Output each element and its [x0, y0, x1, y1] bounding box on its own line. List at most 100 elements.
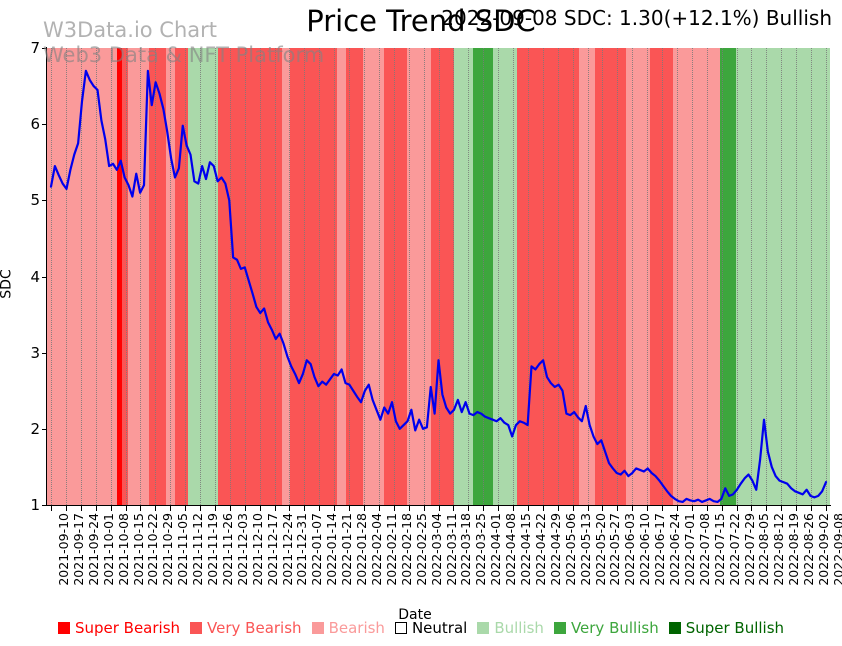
- legend-item[interactable]: Bearish: [311, 619, 385, 637]
- x-tick-mark: [572, 506, 574, 511]
- x-tick-mark: [542, 506, 544, 511]
- x-tick-label: 2022-05-20: [592, 513, 608, 586]
- x-tick-label: 2022-07-01: [681, 513, 697, 586]
- x-tick-mark: [259, 506, 261, 511]
- gridline: [513, 48, 515, 505]
- sentiment-band: [289, 48, 337, 505]
- x-tick-mark: [408, 506, 410, 511]
- x-tick-label: 2022-03-11: [443, 513, 459, 586]
- sentiment-band: [217, 48, 282, 505]
- x-tick-label: 2021-10-15: [130, 513, 146, 586]
- x-tick-label: 2022-01-07: [309, 513, 325, 586]
- gridline: [80, 48, 82, 505]
- gridline: [781, 48, 783, 505]
- x-tick-mark: [796, 506, 798, 511]
- x-tick-label: 2021-11-26: [219, 513, 235, 586]
- gridline: [557, 48, 559, 505]
- y-tick-label: 5: [30, 191, 40, 210]
- x-tick-label: 2022-01-14: [324, 513, 340, 586]
- x-tick-mark: [334, 506, 336, 511]
- y-tick-label: 6: [30, 115, 40, 134]
- x-tick-label: 2022-08-26: [801, 513, 817, 586]
- gridline: [393, 48, 395, 505]
- gridline: [453, 48, 455, 505]
- x-tick-mark: [185, 506, 187, 511]
- x-tick-mark: [438, 506, 440, 511]
- gridline: [200, 48, 202, 505]
- gridline: [170, 48, 172, 505]
- x-axis-spine: [46, 505, 831, 506]
- legend-label: Super Bullish: [685, 619, 785, 637]
- legend-swatch: [668, 622, 681, 634]
- x-tick-mark: [632, 506, 634, 511]
- gridline: [691, 48, 693, 505]
- legend-swatch: [477, 622, 490, 634]
- legend-item[interactable]: Neutral: [394, 619, 468, 637]
- y-tick-mark: [42, 352, 47, 354]
- gridline: [378, 48, 380, 505]
- x-tick-mark: [140, 506, 142, 511]
- x-tick-mark: [80, 506, 82, 511]
- y-tick-mark: [42, 124, 47, 126]
- sentiment-band: [472, 48, 494, 505]
- y-tick-mark: [42, 276, 47, 278]
- gridline: [155, 48, 157, 505]
- x-tick-mark: [363, 506, 365, 511]
- sentiment-band: [767, 48, 830, 505]
- sentiment-band: [454, 48, 473, 505]
- legend-label: Neutral: [411, 619, 468, 637]
- page-title: Price Trend SDC: [306, 4, 536, 38]
- plot-area: [47, 48, 830, 505]
- gridline: [319, 48, 321, 505]
- x-tick-label: 2021-11-05: [175, 513, 191, 586]
- x-tick-mark: [65, 506, 67, 511]
- sentiment-band: [148, 48, 166, 505]
- x-tick-label: 2021-11-12: [190, 513, 206, 586]
- x-tick-mark: [214, 506, 216, 511]
- x-tick-mark: [483, 506, 485, 511]
- x-tick-mark: [766, 506, 768, 511]
- y-tick-label: 2: [30, 419, 40, 438]
- x-tick-label: 2021-09-24: [85, 513, 101, 586]
- legend: Super Bearish Very Bearish Bearish Neutral B…: [0, 619, 842, 637]
- sentiment-band: [383, 48, 408, 505]
- x-tick-mark: [200, 506, 202, 511]
- legend-item[interactable]: Super Bullish: [668, 619, 785, 637]
- sentiment-band: [122, 48, 129, 505]
- legend-item[interactable]: Very Bullish: [553, 619, 659, 637]
- x-tick-mark: [125, 506, 127, 511]
- legend-item[interactable]: Bullish: [477, 619, 544, 637]
- gridline: [766, 48, 768, 505]
- x-tick-label: 2022-04-22: [532, 513, 548, 586]
- x-tick-mark: [289, 506, 291, 511]
- legend-item[interactable]: Very Bearish: [190, 619, 302, 637]
- latest-value-annotation: 2022-09-08 SDC: 1.30(+12.1%) Bullish: [441, 6, 832, 30]
- x-tick-label: 2021-09-10: [56, 513, 71, 586]
- gridline: [632, 48, 634, 505]
- x-tick-mark: [781, 506, 783, 511]
- gridline: [229, 48, 231, 505]
- gridline: [662, 48, 664, 505]
- x-tick-label: 2022-04-08: [503, 513, 519, 586]
- x-tick-label: 2022-01-28: [354, 513, 370, 586]
- gridline: [736, 48, 738, 505]
- x-tick-label: 2022-04-29: [547, 513, 563, 586]
- x-tick-label: 2022-08-19: [786, 513, 802, 586]
- x-tick-label: 2022-03-04: [428, 513, 444, 586]
- x-tick-mark: [751, 506, 753, 511]
- legend-label: Bullish: [494, 619, 544, 637]
- gridline: [274, 48, 276, 505]
- gridline: [110, 48, 112, 505]
- x-tick-label: 2021-10-22: [145, 513, 161, 586]
- x-tick-mark: [513, 506, 515, 511]
- x-tick-label: 2022-08-05: [756, 513, 772, 586]
- sentiment-band: [516, 48, 580, 505]
- legend-item[interactable]: Super Bearish: [57, 619, 180, 637]
- gridline: [527, 48, 529, 505]
- gridline: [811, 48, 813, 505]
- gridline-layer: [47, 48, 830, 505]
- x-axis-title: Date: [398, 607, 432, 623]
- x-tick-label: 2022-09-08: [831, 513, 842, 586]
- x-tick-mark: [691, 506, 693, 511]
- gridline: [408, 48, 410, 505]
